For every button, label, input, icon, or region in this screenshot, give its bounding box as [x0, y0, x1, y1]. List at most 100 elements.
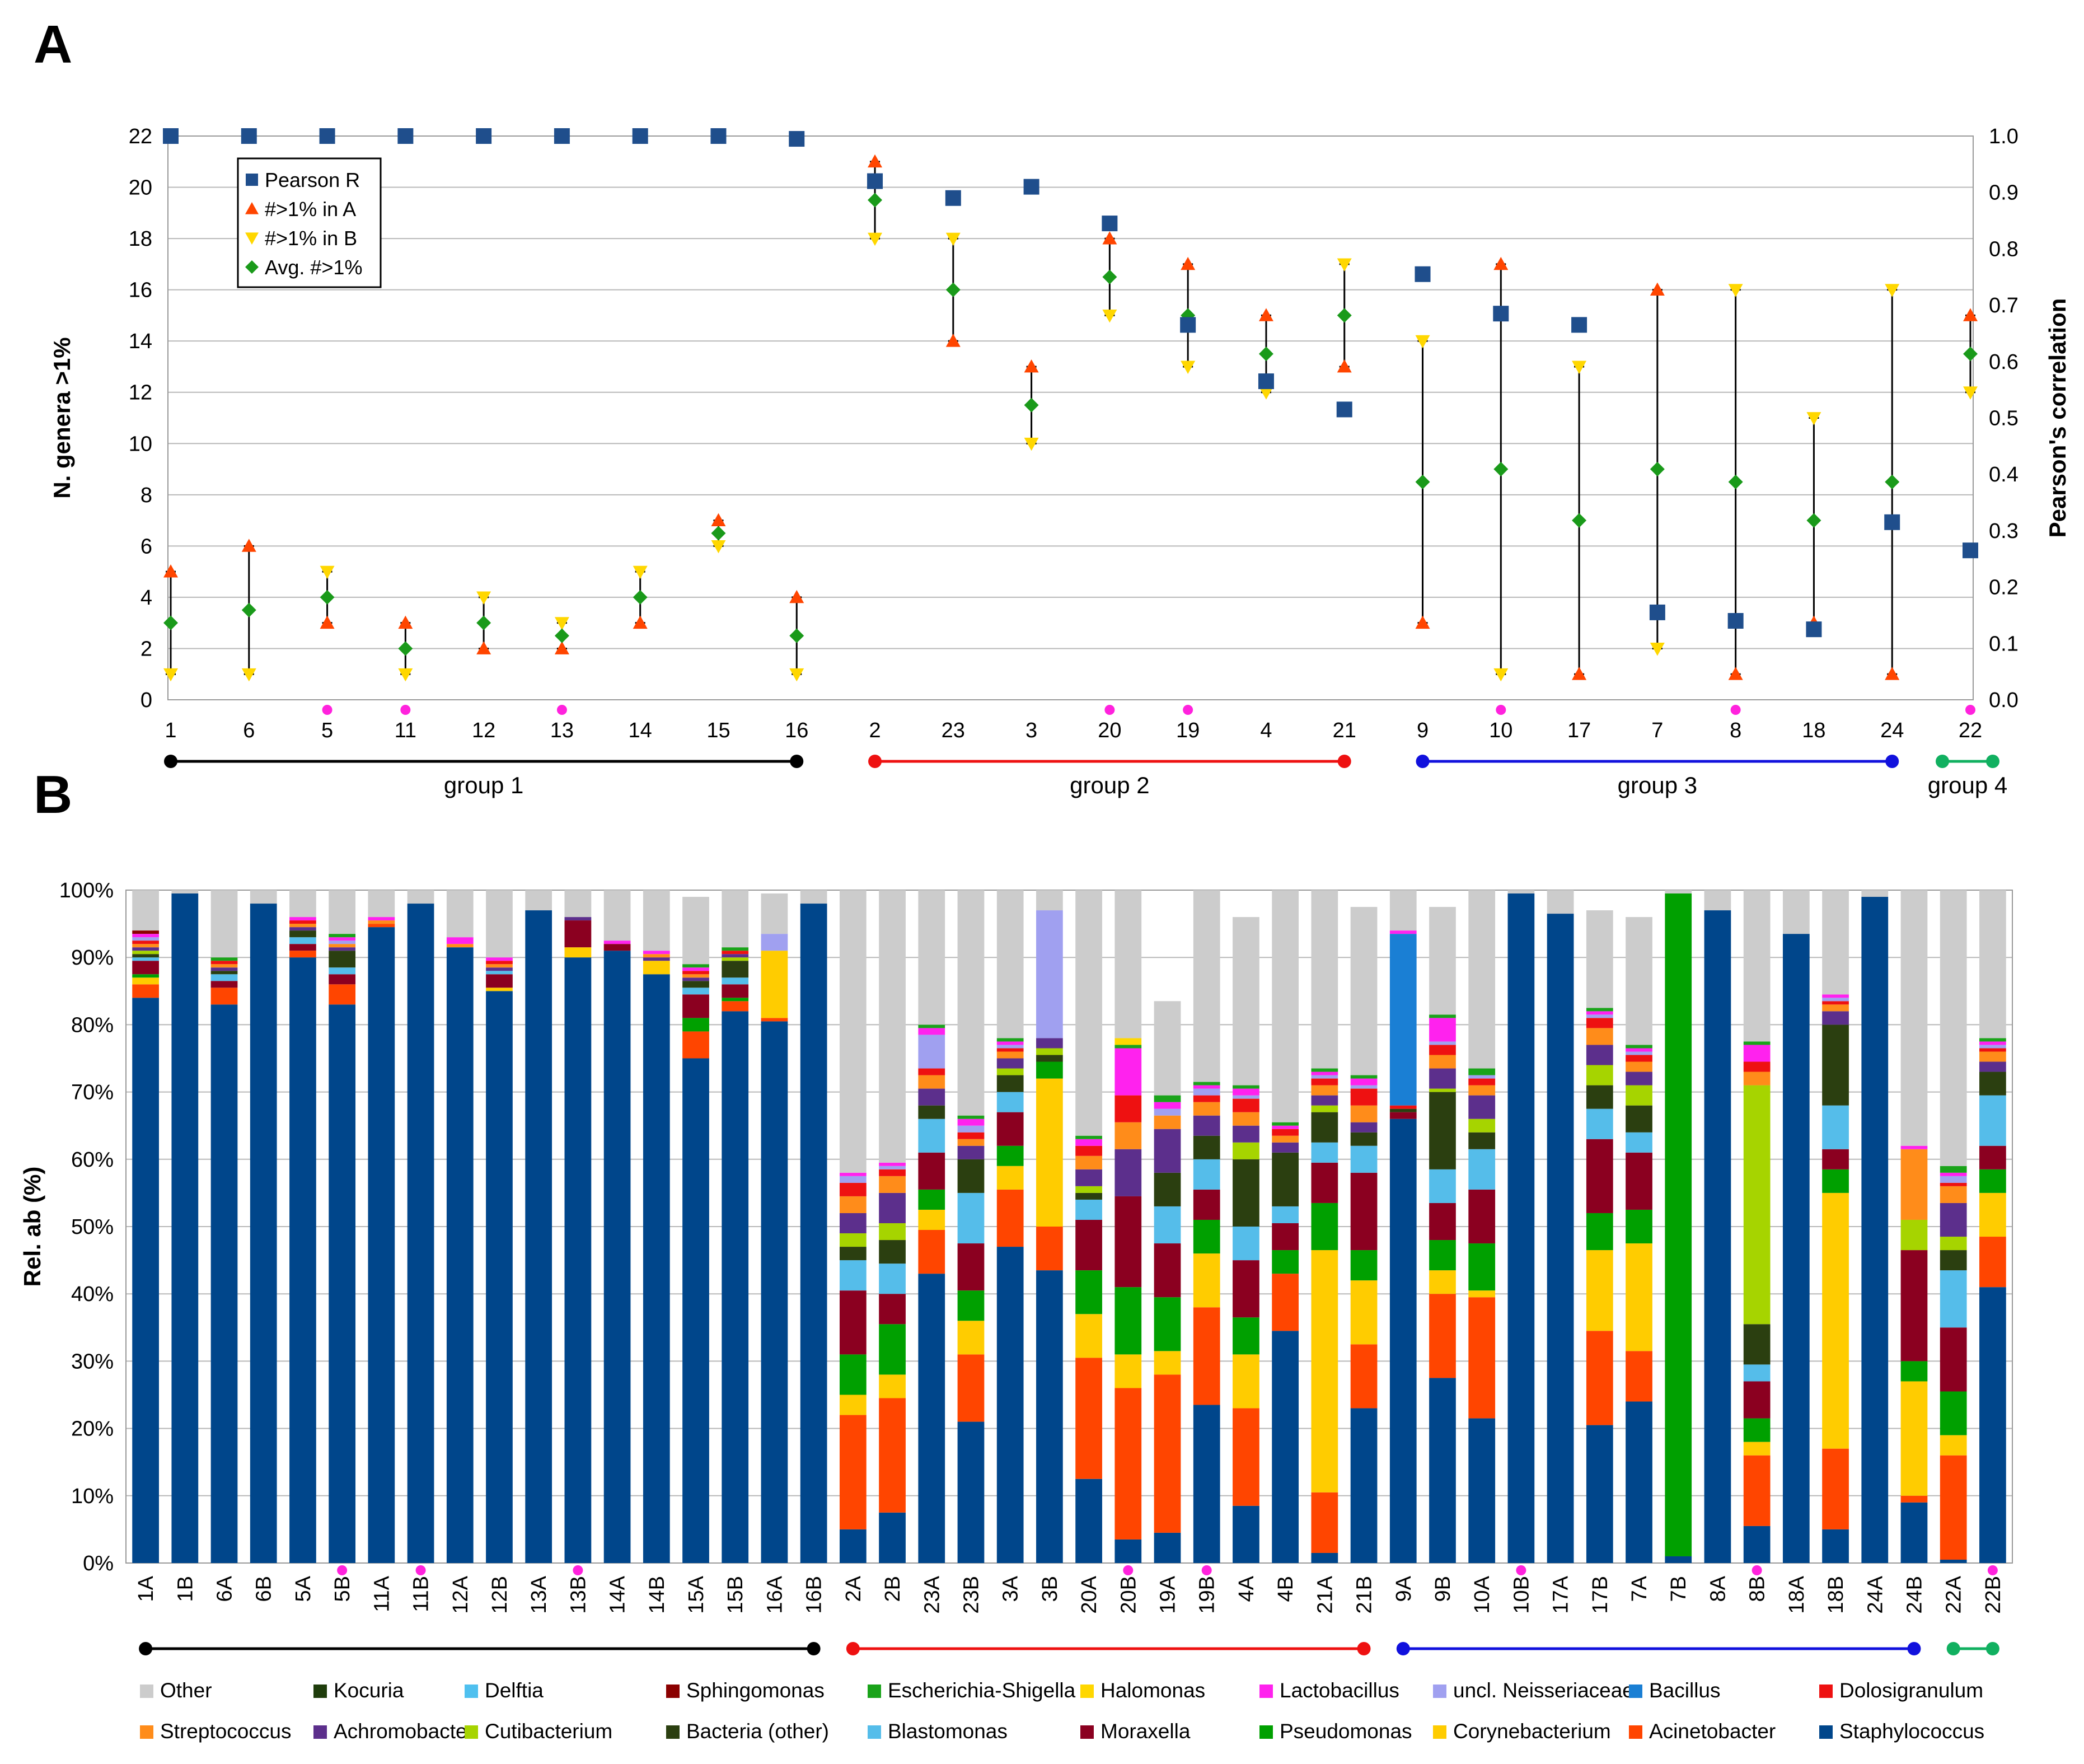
bar-segment-blastomonas [1743, 1364, 1771, 1382]
x-tick-label: 11B [410, 1576, 433, 1612]
b-count-marker [1963, 386, 1978, 400]
bar-segment-escherichia-shigella [1743, 1041, 1771, 1045]
bar-segment-lactobacillus [1154, 1102, 1181, 1109]
legend-label: Acinetobacter [1649, 1720, 1776, 1743]
bar-segment-escherichia-shigella [957, 1115, 985, 1119]
a-count-marker [1181, 256, 1196, 270]
bar-segment-blastomonas [1193, 1159, 1220, 1190]
y-tick-label: 2 [141, 637, 152, 661]
bar-segment-staphylococcus [1586, 1425, 1613, 1563]
bar-segment-moraxella [1272, 1223, 1299, 1251]
bar-segment-other [996, 890, 1024, 1038]
y-tick-label: 0 [141, 689, 152, 712]
bar-segment-acinetobacter [1233, 1408, 1259, 1506]
bar-segment-staphylococcus [957, 1421, 985, 1563]
pearson-marker [710, 128, 727, 144]
legend-swatch [1629, 1685, 1642, 1698]
bar-segment-achromobacter [1586, 1045, 1613, 1065]
bar-segment-streptococcus [1940, 1186, 1967, 1203]
bar-segment-corynebacterium [1036, 1078, 1063, 1227]
bar-segment-other [1586, 910, 1613, 1008]
bar-segment-other [1429, 907, 1456, 1015]
group-bracket-end [1337, 755, 1351, 768]
bar-segment-acinetobacter [329, 984, 356, 1005]
b-count-marker [1024, 437, 1039, 451]
x-tick-label: 24B [1903, 1576, 1926, 1614]
bar-segment-achromobacter [289, 927, 316, 931]
bar-segment-pseudomonas [682, 1018, 709, 1032]
bar-segment-pseudomonas [1429, 1240, 1456, 1271]
marked-sample-dot [1123, 1565, 1134, 1575]
x-tick-label: 17A [1549, 1575, 1573, 1613]
bar-segment-staphylococcus [839, 1529, 867, 1563]
bar-segment-bacteria-other- [329, 951, 356, 968]
bar-segment-achromobacter [1626, 1071, 1652, 1085]
avg-count-marker [1650, 462, 1665, 477]
bar-segment-other [839, 890, 867, 1173]
pearson-marker [476, 128, 492, 144]
y-tick-label: 70% [71, 1081, 114, 1105]
bar-segment-staphylococcus [879, 1512, 906, 1563]
bar-segment-uncl-neisseriaceae [761, 934, 788, 951]
bar-segment-achromobacter [839, 1213, 867, 1234]
bar-segment-escherichia-shigella [1350, 1075, 1378, 1079]
y-tick-label: 60% [71, 1148, 114, 1172]
bar-segment-achromobacter [1429, 1068, 1456, 1089]
bar-segment-streptococcus [682, 974, 709, 978]
legend-swatch [1080, 1685, 1094, 1698]
x-tick-label: 24A [1863, 1575, 1887, 1613]
bar-segment-blastomonas [682, 988, 709, 995]
bar-segment-streptococcus [1272, 1135, 1299, 1143]
bar-segment-escherichia-shigella [329, 934, 356, 938]
bar-segment-streptococcus [210, 964, 238, 968]
bar-segment-acinetobacter [289, 951, 316, 958]
x-tick-label: 7A [1628, 1575, 1651, 1602]
legend-swatch [465, 1725, 478, 1739]
x-tick-label: 21B [1353, 1576, 1376, 1614]
b-count-marker [476, 591, 491, 605]
bar-segment-escherichia-shigella [996, 1038, 1024, 1042]
legend-swatch [666, 1725, 680, 1739]
legend-swatch [868, 1725, 881, 1739]
x-tick-label: 20B [1117, 1576, 1140, 1614]
group-label: group 2 [1070, 772, 1149, 798]
b-count-marker [633, 565, 648, 579]
bar-segment-blastomonas [996, 1092, 1024, 1112]
y2-tick-label: 0.7 [1989, 294, 2019, 317]
legend-swatch [1819, 1685, 1833, 1698]
bar-segment-dolosigranulum [957, 1132, 985, 1139]
bar-segment-dolosigranulum [132, 941, 159, 944]
bar-segment-bacteria-other- [1154, 1172, 1181, 1206]
a-count-marker [1963, 308, 1978, 321]
a-count-marker [1337, 359, 1352, 373]
bar-segment-dolosigranulum [1114, 1095, 1142, 1122]
x-tick-label: 23B [959, 1576, 983, 1614]
y2-tick-label: 0.2 [1989, 576, 2019, 600]
bar-segment-pseudomonas [996, 1145, 1024, 1166]
bar-segment-staphylococcus [603, 951, 631, 1563]
b-count-marker [1650, 643, 1665, 656]
x-tick-label: 19A [1156, 1575, 1180, 1613]
bar-segment-corynebacterium [643, 961, 670, 975]
b-count-marker [1885, 284, 1900, 297]
bar-segment-staphylococcus [1389, 1119, 1417, 1563]
bar-segment-other [210, 890, 238, 958]
bar-segment-acinetobacter [1350, 1344, 1378, 1409]
marked-sample-dot [415, 1565, 426, 1575]
bar-segment-other [1154, 1001, 1181, 1096]
y-tick-label: 12 [129, 381, 152, 405]
bar-segment-escherichia-shigella [1979, 1038, 2006, 1042]
marked-sample-dot [1752, 1565, 1762, 1575]
marked-sample-dot [1516, 1565, 1526, 1575]
bar-segment-staphylococcus [486, 991, 513, 1563]
bar-segment-acinetobacter [1743, 1455, 1771, 1526]
bar-segment-staphylococcus [1979, 1287, 2006, 1563]
bar-segment-achromobacter [1350, 1122, 1378, 1133]
bar-segment-cutibacterium [879, 1223, 906, 1241]
x-tick-label: 14 [629, 719, 652, 742]
bar-segment-acinetobacter [1114, 1388, 1142, 1540]
pearson-marker [319, 128, 335, 144]
b-count-marker [1181, 361, 1196, 374]
bar-segment-lactobacillus [1979, 1041, 2006, 1045]
bar-segment-corynebacterium [1429, 1270, 1456, 1294]
